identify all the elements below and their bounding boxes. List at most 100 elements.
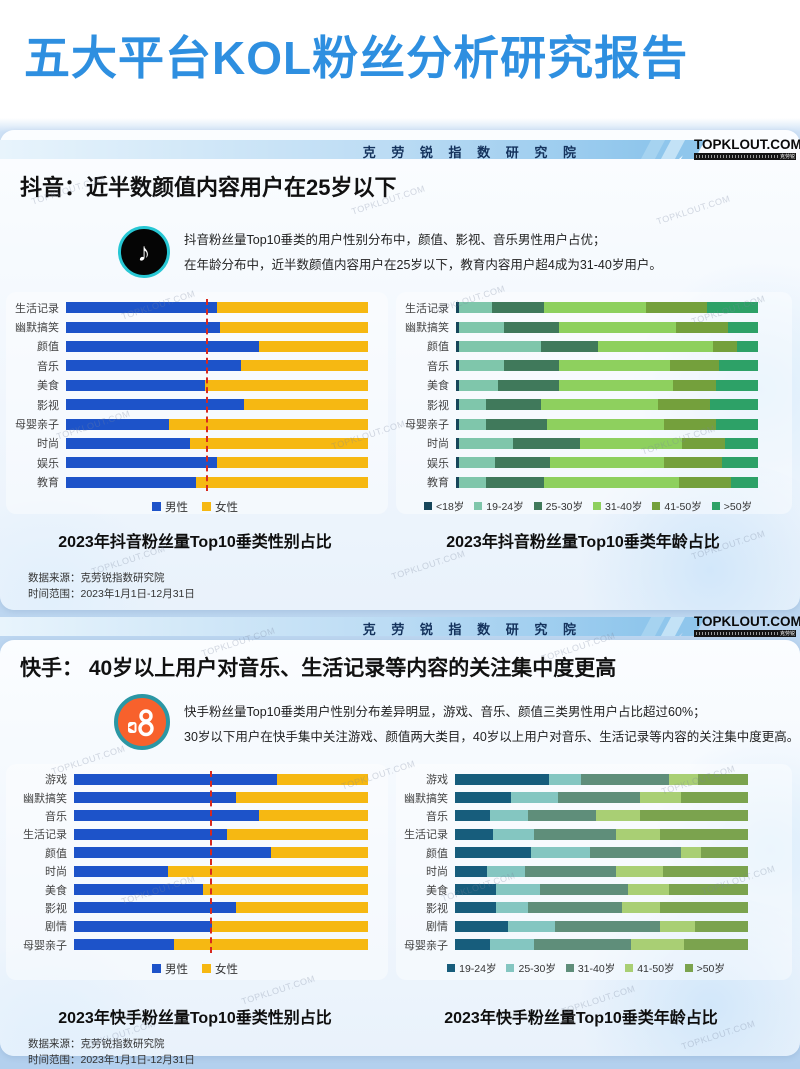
bar-group: [74, 847, 368, 859]
bar-segment: [706, 302, 758, 314]
section-heading-kuaishou: 快手： 40岁以上用户对音乐、生活记录等内容的关注集中度更高: [20, 657, 617, 680]
chart-row: 游戏: [8, 770, 382, 788]
legend-swatch: [447, 964, 456, 973]
source-line: 数据来源：克劳锐指数研究院: [28, 1038, 165, 1050]
legend-item: 女性: [202, 499, 238, 515]
bar-segment: [682, 437, 725, 449]
bar-segment: [455, 920, 508, 932]
bar-segment: [241, 360, 368, 372]
bar-segment: [549, 457, 665, 469]
bar-segment: [456, 379, 460, 391]
bar-segment: [507, 920, 555, 932]
chart-row: 时尚: [8, 862, 382, 880]
tagline-ticks: [696, 632, 778, 635]
category-label: 生活记录: [405, 302, 449, 315]
page-title: 五大平台KOL粉丝分析研究报告: [24, 32, 689, 84]
bar-segment: [203, 884, 368, 896]
bar-segment: [220, 321, 368, 333]
bar-group: [66, 418, 368, 430]
bar-segment: [66, 476, 196, 488]
bar-segment: [455, 939, 491, 951]
bar-segment: [74, 828, 227, 840]
bar-group: [456, 457, 758, 469]
bar-segment: [456, 340, 460, 352]
category-label: 母婴亲子: [404, 939, 448, 952]
bar-group: [456, 360, 758, 372]
bar-segment: [259, 810, 368, 822]
legend-label: 31-40岁: [577, 962, 616, 975]
bar-segment: [554, 920, 661, 932]
bar-segment: [597, 340, 713, 352]
bar-segment: [459, 418, 487, 430]
bar-segment: [721, 457, 758, 469]
legend-item: 19-24岁: [474, 499, 524, 514]
bar-segment: [736, 340, 758, 352]
bar-segment: [673, 379, 716, 391]
category-label: 颜值: [45, 847, 67, 860]
section-desc-douyin: 抖音粉丝量Top10垂类的用户性别分布中，颜值、影视、音乐男性用户占优； 在年龄…: [184, 228, 662, 278]
bar-segment: [259, 340, 368, 352]
legend-label: >50岁: [696, 962, 725, 975]
caption-kuaishou-age: 2023年快手粉丝量Top10垂类年龄占比: [444, 1010, 718, 1027]
bar-segment: [195, 476, 368, 488]
bar-segment: [459, 457, 496, 469]
bar-segment: [456, 437, 460, 449]
chart-row: 生活记录: [8, 298, 382, 317]
bar-segment: [513, 437, 580, 449]
bar-segment: [455, 884, 497, 896]
bar-segment: [531, 847, 590, 859]
legend-label: 25-30岁: [545, 500, 583, 513]
chart-row: 美食: [8, 880, 382, 898]
chart-row: 影视: [398, 899, 774, 917]
bar-segment: [459, 399, 487, 411]
bar-segment: [627, 884, 669, 896]
bar-segment: [510, 792, 558, 804]
brand-tagline: 克劳锐: [779, 154, 795, 160]
desc-line: 抖音粉丝量Top10垂类的用户性别分布中，颜值、影视、音乐男性用户占优；: [184, 233, 606, 247]
bar-group: [455, 828, 748, 840]
bar-segment: [558, 360, 671, 372]
chart-douyin-age: 生活记录 幽默搞笑 颜值 音乐 美食 影视 母婴亲子 时尚 娱乐 教育 <18岁 19-24岁 25-3…: [398, 298, 778, 514]
bar-segment: [226, 828, 368, 840]
category-label: 音乐: [426, 810, 448, 823]
bar-segment: [724, 437, 758, 449]
legend-item: 男性: [152, 499, 188, 515]
category-label: 生活记录: [23, 829, 67, 842]
bar-segment: [455, 828, 494, 840]
bar-segment: [66, 379, 205, 391]
bar-segment: [486, 418, 547, 430]
category-label: 颜值: [427, 341, 449, 354]
bar-segment: [459, 476, 487, 488]
bar-segment: [455, 847, 532, 859]
bar-group: [456, 476, 758, 488]
chart-douyin-gender: 生活记录 幽默搞笑 颜值 音乐 美食 影视 母婴亲子 时尚 娱乐 教育 男性 女性: [8, 298, 382, 515]
bar-segment: [712, 340, 737, 352]
bar-segment: [455, 865, 488, 877]
bar-segment: [715, 379, 758, 391]
chart-row: 美食: [398, 880, 774, 898]
chart-row: 颜值: [8, 337, 382, 356]
chart-row: 音乐: [398, 356, 778, 375]
chart-row: 幽默搞笑: [398, 788, 774, 806]
legend-item: 31-40岁: [565, 961, 616, 976]
bar-segment: [543, 476, 680, 488]
bar-group: [455, 810, 748, 822]
source-line: 数据来源：克劳锐指数研究院: [28, 572, 165, 584]
chart-row: 娱乐: [398, 453, 778, 472]
legend-label: >50岁: [723, 500, 753, 513]
bar-segment: [580, 773, 669, 785]
bar-segment: [504, 360, 559, 372]
chart-row: 生活记录: [398, 298, 778, 317]
bar-group: [74, 828, 368, 840]
bar-group: [455, 902, 748, 914]
bar-segment: [217, 457, 368, 469]
chart-legend: 男性 女性: [8, 961, 382, 977]
bar-segment: [558, 321, 677, 333]
bar-group: [66, 321, 368, 333]
bar-segment: [74, 865, 169, 877]
reference-line: [210, 771, 213, 953]
bar-segment: [74, 920, 213, 932]
bar-group: [456, 302, 758, 314]
bar-segment: [543, 302, 647, 314]
